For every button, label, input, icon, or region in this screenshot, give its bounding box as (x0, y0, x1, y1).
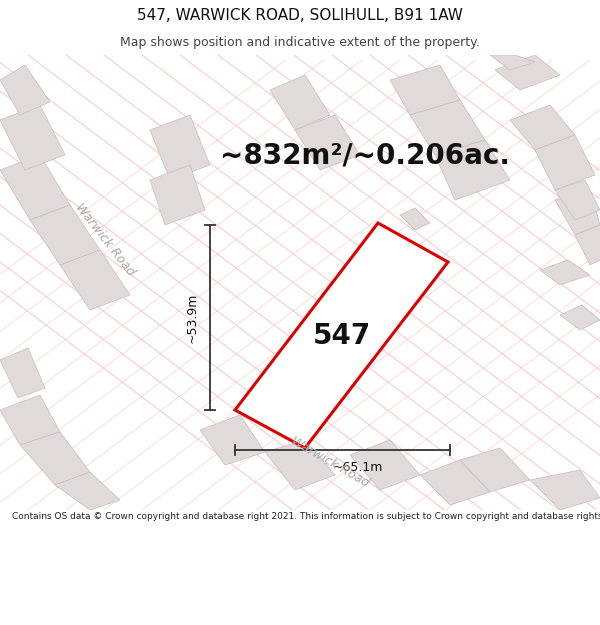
Polygon shape (0, 65, 50, 115)
Text: ~832m²/~0.206ac.: ~832m²/~0.206ac. (220, 141, 510, 169)
Polygon shape (540, 260, 590, 285)
Polygon shape (535, 135, 595, 190)
Polygon shape (390, 65, 460, 115)
Polygon shape (265, 440, 335, 490)
Text: ~53.9m: ~53.9m (185, 292, 199, 342)
Text: Warwick Road: Warwick Road (73, 201, 137, 279)
Polygon shape (295, 115, 360, 170)
Polygon shape (60, 250, 130, 310)
Text: 547, WARWICK ROAD, SOLIHULL, B91 1AW: 547, WARWICK ROAD, SOLIHULL, B91 1AW (137, 8, 463, 23)
Polygon shape (410, 100, 485, 155)
Polygon shape (490, 55, 535, 70)
Polygon shape (420, 460, 490, 505)
Polygon shape (575, 225, 600, 265)
Polygon shape (235, 223, 448, 448)
Polygon shape (460, 448, 530, 492)
Text: Map shows position and indicative extent of the property.: Map shows position and indicative extent… (120, 36, 480, 49)
Polygon shape (400, 208, 430, 230)
Text: Warwick Road: Warwick Road (289, 434, 371, 489)
Text: Contains OS data © Crown copyright and database right 2021. This information is : Contains OS data © Crown copyright and d… (12, 512, 600, 521)
Polygon shape (0, 105, 65, 170)
Polygon shape (495, 55, 560, 90)
Polygon shape (510, 105, 575, 150)
Polygon shape (270, 75, 330, 130)
Polygon shape (0, 395, 60, 445)
Polygon shape (55, 472, 120, 510)
Polygon shape (435, 140, 510, 200)
Polygon shape (150, 165, 205, 225)
Polygon shape (530, 470, 600, 510)
Polygon shape (0, 348, 45, 398)
Text: ~65.1m: ~65.1m (332, 461, 383, 474)
Polygon shape (560, 305, 600, 330)
Polygon shape (555, 190, 600, 235)
Polygon shape (200, 415, 265, 465)
Polygon shape (350, 440, 420, 490)
Polygon shape (555, 180, 600, 220)
Polygon shape (0, 155, 70, 220)
Polygon shape (30, 205, 100, 265)
Text: 547: 547 (313, 322, 371, 350)
Polygon shape (20, 432, 90, 485)
Polygon shape (150, 115, 210, 180)
